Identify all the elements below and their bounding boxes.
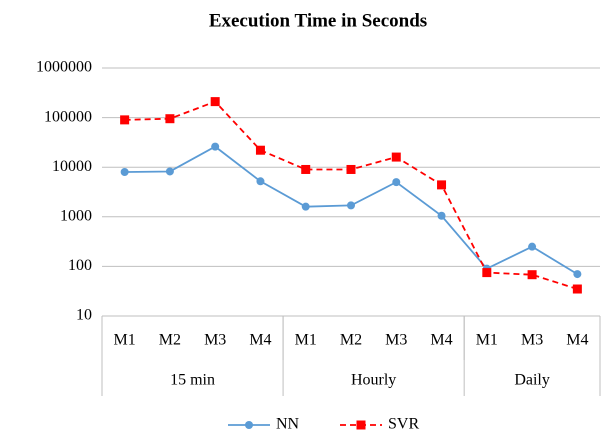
y-tick-label: 100000 xyxy=(44,108,92,125)
marker xyxy=(392,178,401,187)
marker xyxy=(165,114,175,124)
legend-marker xyxy=(356,420,366,430)
legend-label: NN xyxy=(276,416,300,433)
x-tick-label: M4 xyxy=(249,332,271,349)
marker xyxy=(346,164,356,174)
y-tick-label: 1000000 xyxy=(36,59,92,76)
series-line xyxy=(124,100,578,290)
marker xyxy=(301,164,311,174)
marker xyxy=(437,211,446,220)
marker xyxy=(527,270,537,280)
y-tick-label: 10000 xyxy=(52,158,92,175)
marker xyxy=(255,145,265,155)
x-tick-label: M1 xyxy=(114,332,136,349)
x-tick-label: M1 xyxy=(295,332,317,349)
x-tick-label: M3 xyxy=(521,332,543,349)
group-label: Daily xyxy=(514,372,550,389)
x-tick-label: M4 xyxy=(430,332,452,349)
marker xyxy=(256,177,265,186)
marker xyxy=(528,242,537,251)
y-tick-label: 10 xyxy=(76,307,92,324)
marker xyxy=(120,115,130,125)
x-tick-label: M4 xyxy=(566,332,588,349)
legend-marker xyxy=(245,421,253,429)
legend-label: SVR xyxy=(388,416,419,433)
chart-title: Execution Time in Seconds xyxy=(209,10,427,31)
x-tick-label: M3 xyxy=(385,332,407,349)
group-label: 15 min xyxy=(170,372,215,389)
marker xyxy=(301,202,310,211)
marker xyxy=(120,168,129,177)
marker xyxy=(347,201,355,210)
marker xyxy=(391,152,401,162)
group-label: Hourly xyxy=(351,372,396,389)
marker xyxy=(211,142,220,151)
x-tick-label: M3 xyxy=(204,332,226,349)
x-tick-label: M1 xyxy=(476,332,498,349)
x-tick-label: M2 xyxy=(159,332,181,349)
marker xyxy=(573,270,582,279)
marker xyxy=(572,284,582,294)
marker xyxy=(437,180,447,190)
marker xyxy=(165,167,174,176)
y-tick-label: 1000 xyxy=(60,207,92,224)
marker xyxy=(482,268,492,278)
marker xyxy=(210,97,220,107)
x-tick-label: M2 xyxy=(340,332,362,349)
y-tick-label: 100 xyxy=(68,257,92,274)
